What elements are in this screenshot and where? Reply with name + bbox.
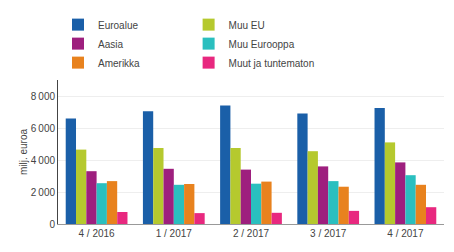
svg-text:Aasia: Aasia [98,39,123,50]
svg-text:4 / 2016: 4 / 2016 [79,228,116,239]
svg-text:Muu EU: Muu EU [229,20,265,31]
svg-text:milj. euroa: milj. euroa [18,129,29,176]
svg-text:Euroalue: Euroalue [98,20,138,31]
svg-text:8 000: 8 000 [31,91,56,102]
svg-text:0: 0 [49,219,55,230]
svg-text:4 000: 4 000 [31,155,56,166]
svg-text:6 000: 6 000 [31,123,56,134]
svg-text:4 / 2017: 4 / 2017 [387,228,424,239]
svg-text:2 000: 2 000 [31,187,56,198]
svg-text:Muut ja tuntematon: Muut ja tuntematon [229,58,315,69]
svg-text:3 / 2017: 3 / 2017 [310,228,347,239]
svg-text:Amerikka: Amerikka [98,58,140,69]
svg-text:1 / 2017: 1 / 2017 [156,228,193,239]
svg-text:Muu Eurooppa: Muu Eurooppa [229,39,295,50]
svg-text:2 / 2017: 2 / 2017 [233,228,270,239]
